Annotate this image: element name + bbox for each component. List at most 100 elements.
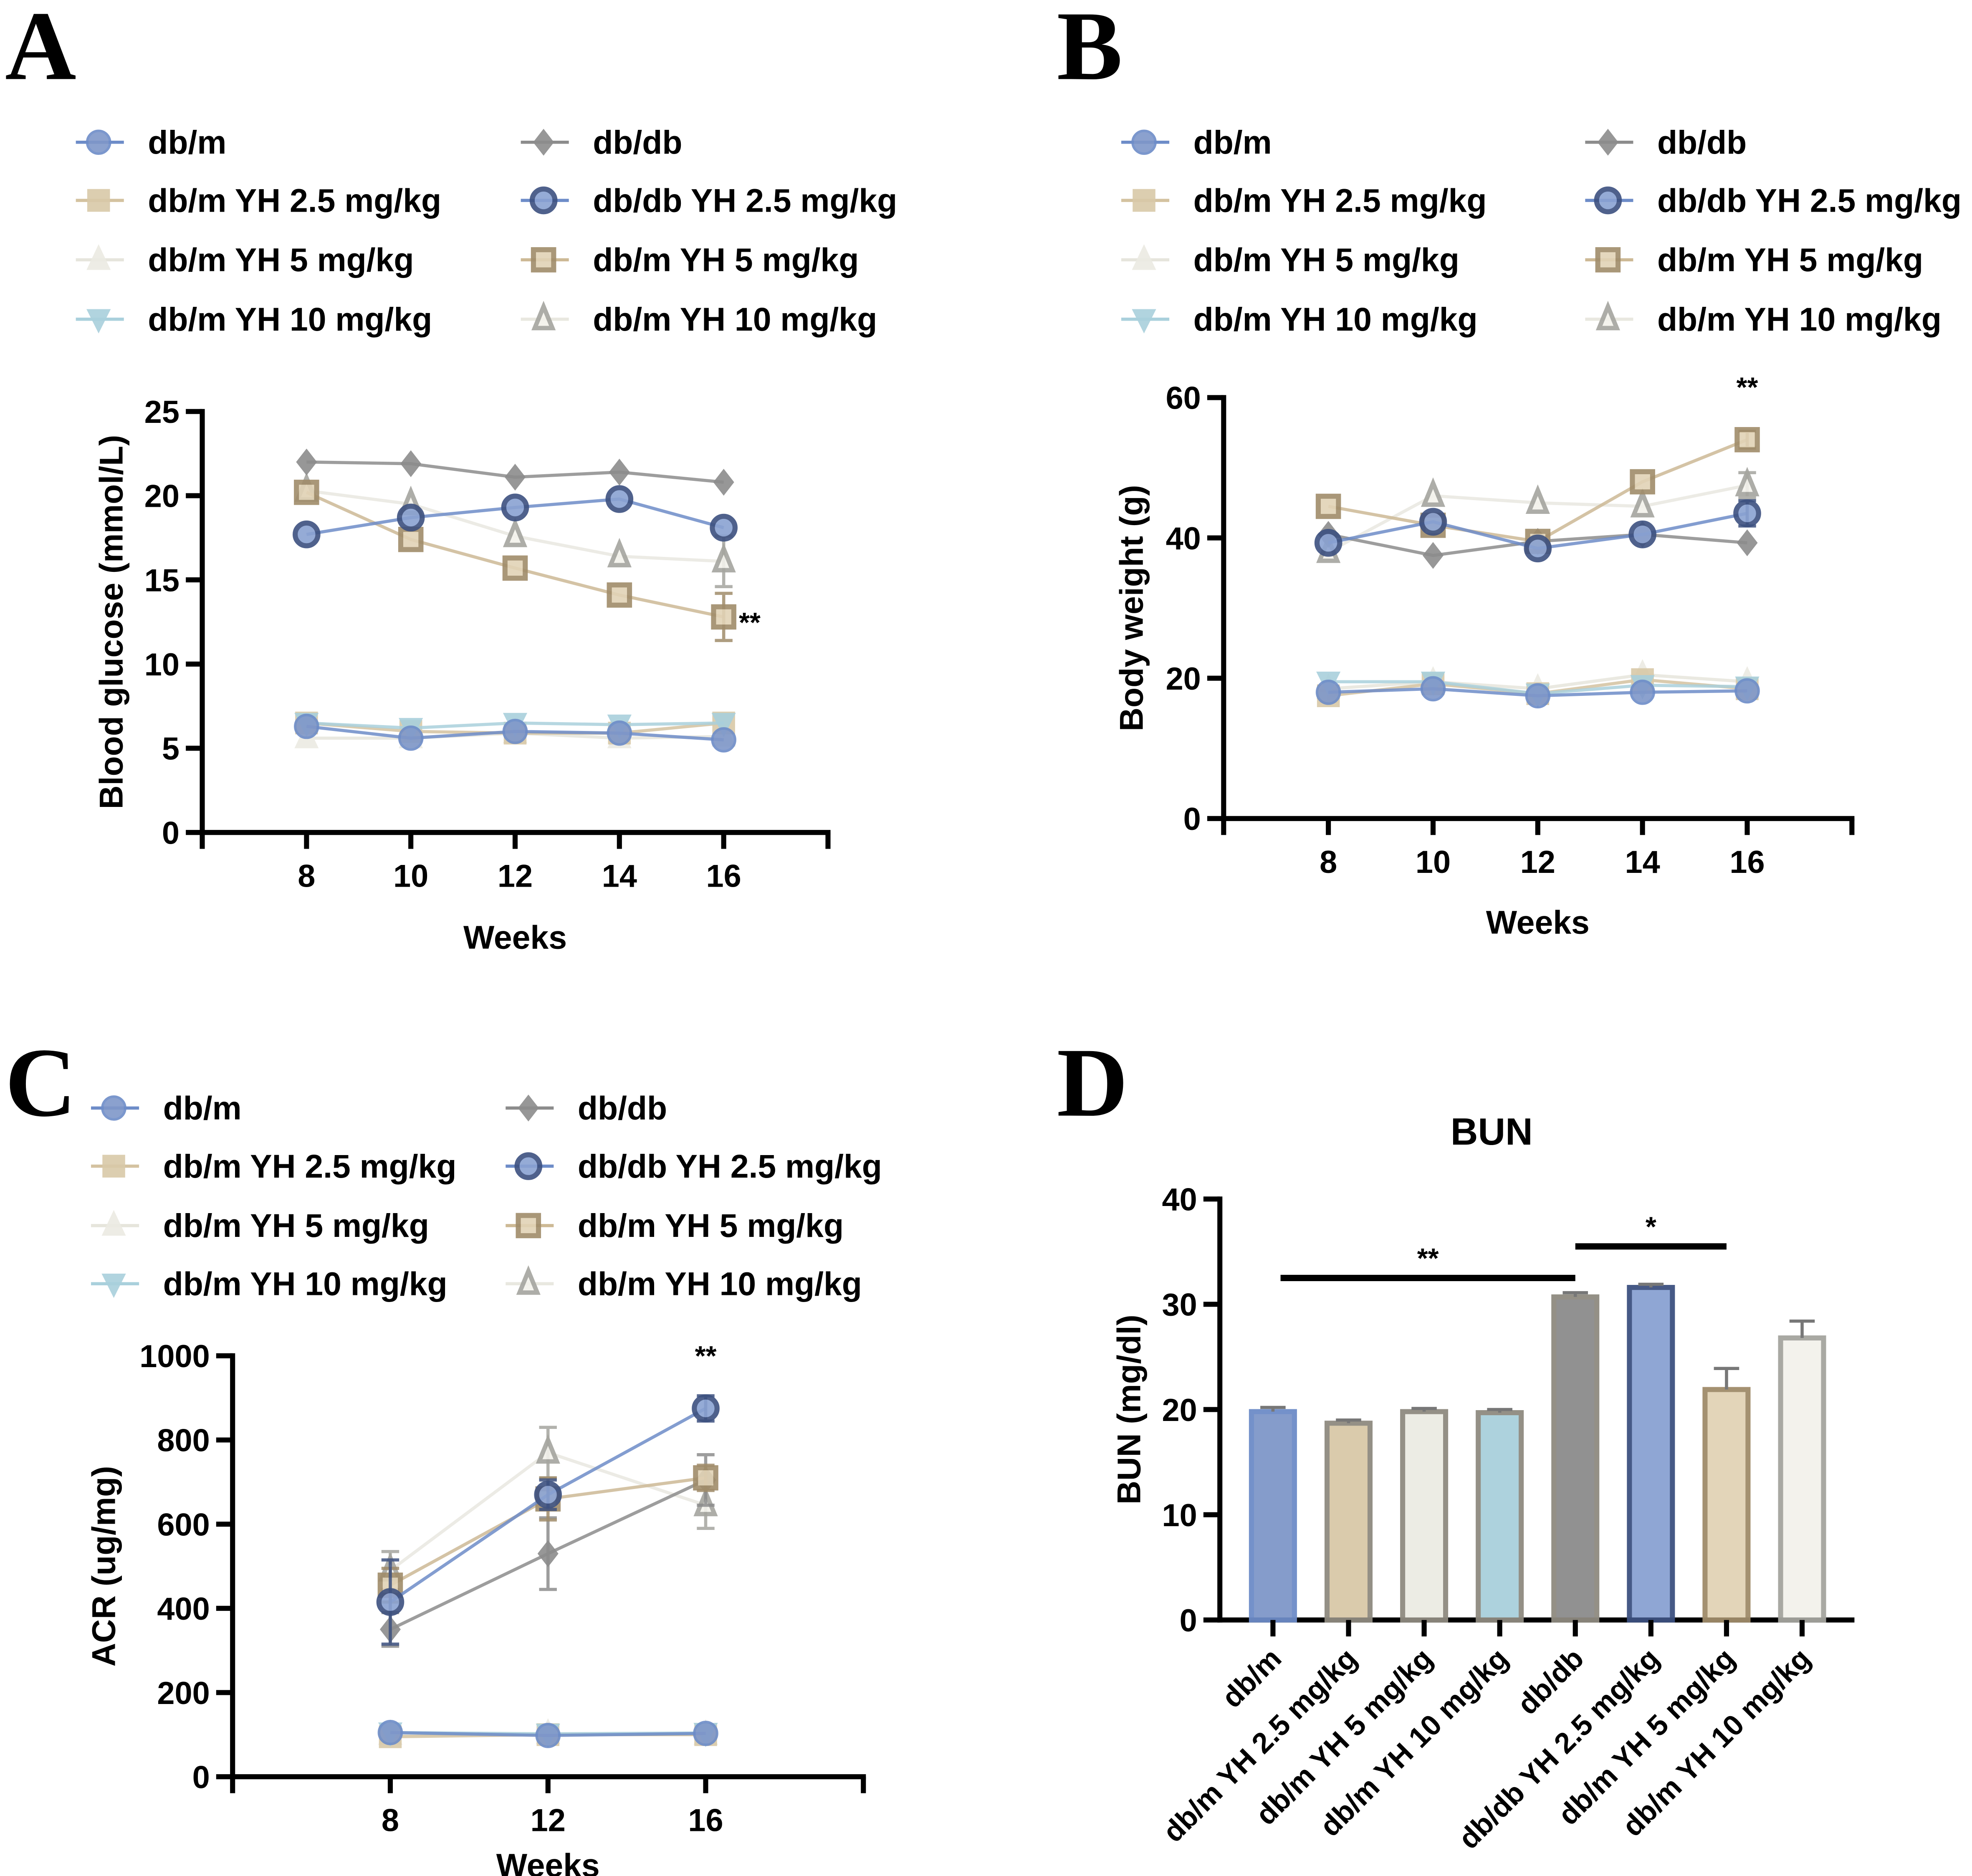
legend-label: db/m YH 10 mg/kg	[163, 1265, 447, 1302]
legend-circle-marker	[1131, 129, 1157, 155]
x-tick-label: 8	[1320, 844, 1337, 880]
y-axis-label: ACR (ug/mg)	[86, 1466, 122, 1667]
legend-label: db/m YH 5 mg/kg	[1193, 242, 1459, 278]
legend-item: db/m YH 10 mg/kg	[521, 301, 877, 338]
bar-group: db/m	[1215, 1406, 1297, 1714]
panel-letter: D	[1057, 1028, 1128, 1137]
x-tick-label: 16	[1729, 844, 1765, 880]
data-point-triangle-marker	[536, 1434, 560, 1464]
data-point-diamond-marker	[1422, 542, 1444, 569]
legend-label: db/m YH 10 mg/kg	[1657, 301, 1942, 338]
legend-item: db/m	[91, 1090, 242, 1127]
legend-triangle-marker	[531, 301, 556, 331]
y-tick-label: 0	[192, 1760, 210, 1795]
legend-item: db/m YH 10 mg/kg	[91, 1265, 447, 1302]
data-point-circle-marker	[502, 718, 528, 744]
legend-label: db/m YH 2.5 mg/kg	[163, 1148, 457, 1185]
data-point-triangle-marker	[1421, 477, 1446, 507]
y-tick-label: 20	[1166, 661, 1201, 697]
data-point-square-marker	[693, 1465, 718, 1491]
legend-item: db/db YH 2.5 mg/kg	[521, 182, 897, 219]
y-tick-label: 20	[1162, 1393, 1197, 1428]
y-tick-label: 0	[1183, 801, 1201, 837]
bar	[1249, 1409, 1297, 1623]
legend-label: db/db	[1657, 124, 1747, 161]
legend-diamond-marker	[518, 1095, 539, 1122]
legend-label: db/m YH 5 mg/kg	[1657, 242, 1923, 278]
x-tick-label: db/m	[1215, 1642, 1287, 1714]
bar	[1324, 1421, 1373, 1623]
data-point-circle-marker	[1630, 680, 1655, 705]
legend-item: db/m YH 2.5 mg/kg	[1121, 182, 1487, 219]
y-tick-label: 10	[144, 647, 180, 683]
legend-item: db/m YH 10 mg/kg	[1585, 301, 1942, 338]
data-point-triangle-down-marker	[711, 713, 736, 737]
y-axis-label: BUN (mg/dl)	[1110, 1315, 1147, 1504]
x-axis-label: Weeks	[1486, 904, 1590, 941]
legend-label: db/m YH 5 mg/kg	[593, 242, 859, 278]
panel-letter: B	[1057, 0, 1123, 101]
legend-triangle-marker	[1132, 244, 1156, 270]
data-point-circle-marker	[607, 720, 632, 746]
panel-letter: A	[5, 0, 76, 101]
y-tick-label: 1000	[139, 1339, 210, 1374]
legend-square-marker	[1133, 189, 1155, 212]
x-tick-label: 10	[393, 858, 428, 894]
data-point-circle-marker	[1420, 676, 1446, 702]
y-tick-label: 10	[1162, 1498, 1197, 1533]
bar	[1627, 1285, 1675, 1623]
x-axis-label: Weeks	[496, 1847, 600, 1876]
data-point-circle-marker	[1525, 683, 1551, 709]
legend-item: db/m YH 10 mg/kg	[1121, 301, 1478, 338]
y-tick-label: 5	[162, 731, 180, 767]
legend-item: db/m YH 2.5 mg/kg	[76, 182, 441, 219]
legend-label: db/db YH 2.5 mg/kg	[1657, 182, 1962, 219]
series-db-m	[377, 1720, 718, 1748]
data-point-circle-marker	[693, 1721, 718, 1746]
data-point-circle-marker	[376, 1588, 405, 1616]
data-point-circle-marker	[710, 513, 738, 542]
legend-label: db/m YH 5 mg/kg	[578, 1207, 844, 1244]
bar	[1551, 1294, 1600, 1623]
y-tick-label: 25	[144, 394, 180, 430]
data-point-diamond-marker	[537, 1540, 559, 1567]
data-point-circle-marker	[377, 1720, 403, 1745]
data-point-square-marker	[1315, 493, 1341, 519]
x-tick-label: 16	[688, 1803, 723, 1838]
legend-square-marker	[87, 189, 110, 212]
legend-label: db/m YH 10 mg/kg	[578, 1265, 862, 1302]
x-tick-label: 14	[1625, 844, 1660, 880]
legend-item: db/m YH 5 mg/kg	[506, 1207, 844, 1244]
series-db-db-yh-2-5-mg-kg	[376, 1394, 720, 1646]
y-tick-label: 0	[162, 815, 180, 851]
x-tick-label: 8	[298, 858, 315, 894]
y-tick-label: 600	[157, 1507, 210, 1542]
legend-item: db/m YH 5 mg/kg	[91, 1207, 429, 1244]
data-point-diamond-marker	[713, 468, 734, 496]
data-point-circle-marker	[501, 493, 529, 521]
y-tick-label: 30	[1162, 1287, 1197, 1323]
data-point-circle-marker	[692, 1394, 720, 1423]
data-point-circle-marker	[1314, 529, 1342, 557]
legend-item: db/db	[1585, 124, 1747, 161]
legend-label: db/m	[163, 1090, 242, 1127]
legend-item: db/m YH 5 mg/kg	[1121, 242, 1459, 278]
y-tick-label: 15	[144, 563, 180, 598]
data-point-circle-marker	[398, 725, 424, 751]
x-tick-label: 16	[706, 858, 741, 894]
data-point-circle-marker	[1524, 534, 1552, 563]
panel-c: C 0 200 400 600 800 1000 ACR (ug/mg) 8 12 16 Weeks *…	[5, 1028, 882, 1876]
legend-label: db/m YH 2.5 mg/kg	[148, 182, 441, 219]
legend-triangle-down-marker	[101, 1273, 126, 1298]
legend-circle-marker	[514, 1152, 543, 1180]
panel-letter: C	[5, 1028, 76, 1137]
legend-item: db/m YH 5 mg/kg	[76, 242, 414, 278]
data-point-diamond-marker	[609, 458, 630, 486]
data-point-triangle-marker	[1630, 488, 1655, 518]
series-db-db-yh-2-5-mg-kg	[293, 485, 738, 549]
significance-annotation: **	[1737, 372, 1758, 403]
legend-item: db/m	[76, 124, 226, 161]
y-tick-label: 400	[157, 1591, 210, 1627]
legend-item: db/m YH 5 mg/kg	[1585, 242, 1923, 278]
